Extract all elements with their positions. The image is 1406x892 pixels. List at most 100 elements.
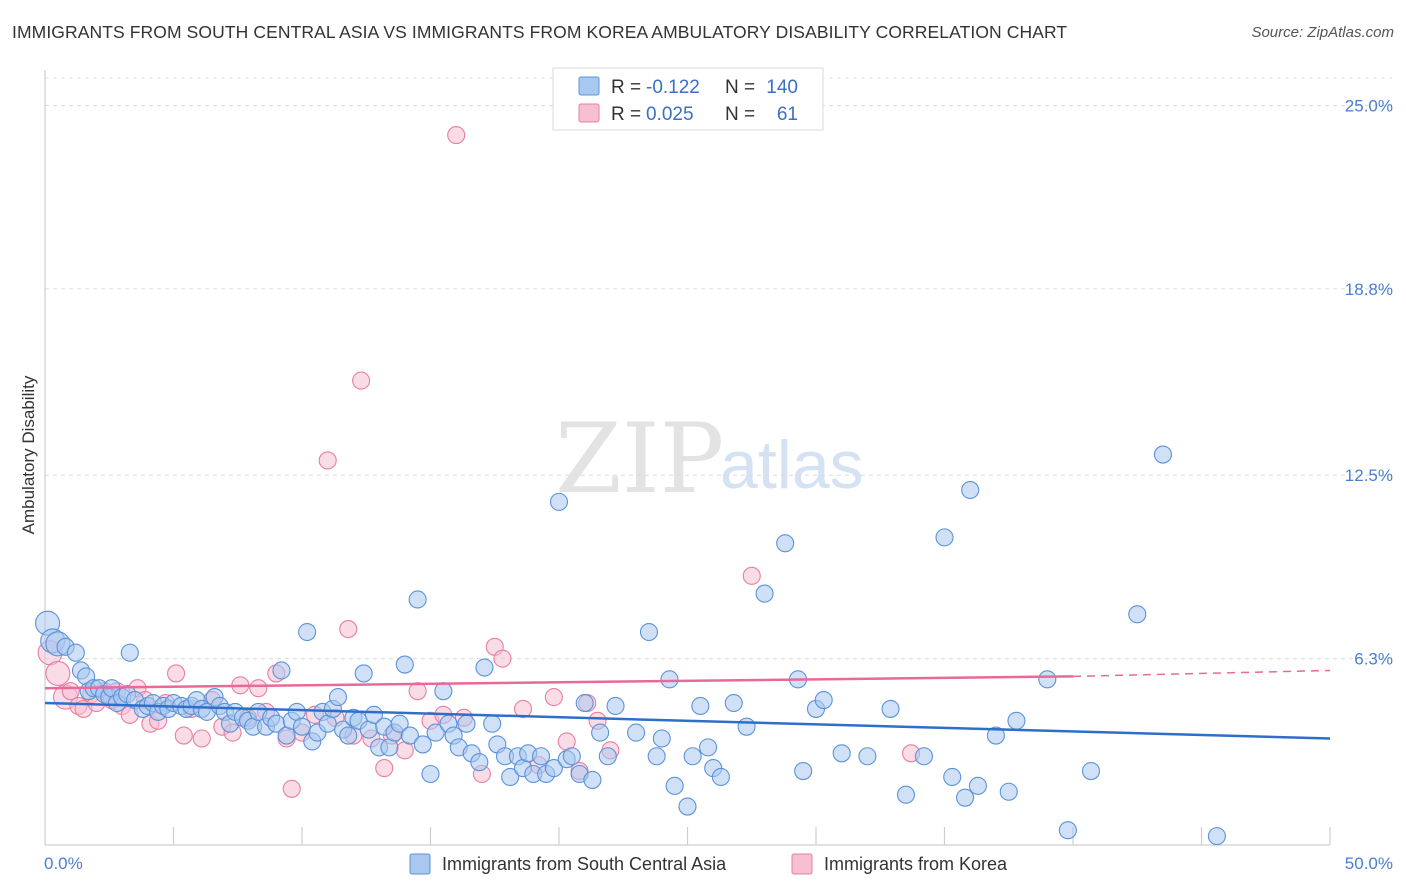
south-central-asia-point: [298, 622, 317, 642]
south-central-asia-point: [711, 767, 730, 787]
south-central-asia-point: [339, 726, 358, 745]
legend-swatch-pink: [578, 103, 600, 123]
y-tick-labels: 6.3% 12.5% 18.8% 25.0%: [1345, 96, 1393, 668]
korea-point: [192, 729, 211, 748]
south-central-asia-point: [483, 714, 502, 733]
south-central-asia-point: [961, 480, 980, 500]
south-central-asia-point: [1058, 821, 1077, 840]
legend-n-label-blue: N =: [725, 77, 755, 98]
trend-line-korea-extension: [1072, 669, 1331, 678]
legend-n-label-pink: N =: [725, 104, 755, 125]
south-central-asia-point: [814, 691, 833, 710]
source-note: Source: ZipAtlas.com: [1251, 24, 1394, 41]
south-central-asia-point: [699, 738, 718, 757]
south-central-asia-point: [968, 776, 987, 795]
gridlines: [45, 77, 1392, 660]
korea-point: [352, 371, 371, 390]
south-central-asia-point: [591, 723, 610, 742]
south-central-asia-point: [755, 584, 774, 603]
south-central-asia-point: [665, 776, 684, 795]
south-central-asia-point: [1007, 711, 1026, 730]
south-central-asia-point: [858, 747, 877, 766]
south-central-asia-point: [1207, 827, 1226, 846]
south-central-asia-point: [881, 699, 900, 718]
south-central-asia-point: [328, 688, 348, 707]
bottom-legend-label-blue: Immigrants from South Central Asia: [442, 854, 727, 874]
south-central-asia-point: [395, 655, 414, 674]
south-central-asia-point: [639, 622, 659, 642]
y-tick-label: 18.8%: [1345, 280, 1393, 299]
south-central-asia-point: [1038, 670, 1057, 689]
x-tick-label-max: 50.0%: [1345, 854, 1393, 873]
south-central-asia-point: [531, 747, 551, 766]
south-central-asia-point: [501, 767, 520, 787]
south-central-asia-point: [986, 726, 1005, 745]
south-central-asia-point: [724, 693, 743, 713]
korea-point: [408, 682, 427, 701]
south-central-asia-point: [935, 528, 954, 547]
south-central-asia-point: [390, 714, 409, 733]
bottom-legend-label-pink: Immigrants from Korea: [824, 854, 1008, 874]
south-central-asia-point: [549, 492, 569, 511]
south-central-asia-point: [647, 747, 666, 766]
south-central-asia-point: [413, 735, 432, 754]
y-tick-label: 25.0%: [1345, 96, 1393, 115]
south-central-asia-point: [120, 643, 139, 662]
legend-r-value-pink: 0.025: [646, 104, 694, 125]
south-central-asia-point: [683, 747, 702, 766]
legend-n-value-blue: 140: [766, 77, 798, 98]
south-central-asia-point: [737, 717, 756, 736]
korea-point: [339, 620, 358, 639]
south-central-asia-point: [272, 661, 291, 680]
south-central-asia-point: [292, 717, 312, 736]
korea-point: [447, 126, 466, 145]
south-central-asia-point: [691, 696, 710, 716]
legend-n-value-pink: 61: [777, 104, 798, 125]
y-tick-label: 12.5%: [1345, 466, 1393, 485]
y-axis-label: Ambulatory Disability: [19, 375, 38, 534]
south-central-asia-point: [794, 761, 813, 781]
series-legend: Immigrants from South Central Asia Immig…: [409, 853, 1008, 875]
watermark-zip: ZIP: [555, 403, 724, 515]
chart-title: IMMIGRANTS FROM SOUTH CENTRAL ASIA VS IM…: [12, 22, 1068, 42]
south-central-asia-point: [562, 747, 581, 766]
south-central-asia-point: [1153, 445, 1172, 464]
south-central-asia-point: [776, 534, 795, 553]
bottom-legend-swatch-blue: [409, 853, 431, 875]
south-central-asia-point: [943, 767, 962, 787]
trend-line-south-central-asia: [44, 701, 1331, 740]
correlation-legend: R = -0.122 N = 140 R = 0.025 N = 61: [552, 67, 824, 131]
legend-r-label-blue: R =: [611, 77, 641, 98]
south-central-asia-point: [627, 723, 646, 742]
south-central-asia-point: [354, 664, 373, 683]
korea-point: [249, 679, 268, 698]
korea-point: [174, 726, 193, 745]
trend-line-korea: [44, 675, 1074, 690]
south-central-asia-point: [434, 682, 453, 701]
korea-point: [375, 759, 394, 778]
bottom-legend-swatch-pink: [791, 853, 813, 875]
south-central-asia-point: [575, 693, 594, 713]
korea-point: [167, 664, 186, 683]
south-central-asia-point: [408, 590, 427, 609]
korea-point: [544, 688, 563, 707]
x-tick-label-min: 0.0%: [44, 854, 83, 873]
south-central-asia-point: [583, 770, 602, 789]
south-central-asia-point: [1128, 605, 1147, 624]
south-central-asia-point: [660, 670, 679, 689]
korea-point: [742, 566, 761, 585]
legend-r-label-pink: R =: [611, 104, 641, 125]
korea-point: [493, 649, 512, 668]
south-central-asia-point: [678, 797, 697, 816]
south-central-asia-point: [457, 714, 476, 733]
south-central-asia-point: [956, 788, 975, 807]
south-central-asia-point: [914, 747, 933, 766]
south-central-asia-point: [421, 764, 440, 784]
south-central-asia-point: [606, 696, 625, 716]
south-central-asia-point: [1081, 761, 1101, 781]
legend-r-value-blue: -0.122: [646, 77, 700, 98]
korea-point: [282, 779, 301, 798]
legend-swatch-blue: [578, 76, 600, 96]
south-central-asia-point: [426, 723, 445, 742]
